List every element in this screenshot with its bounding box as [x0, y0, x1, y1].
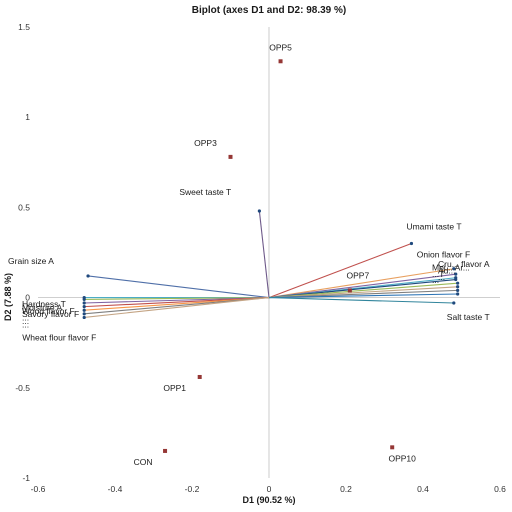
observation-label: OPP1	[163, 383, 186, 393]
observation-label: OPP7	[347, 270, 370, 280]
variable-label: Salt taste T	[447, 312, 490, 322]
x-tick-label: 0.4	[417, 484, 429, 494]
y-tick-label: -0.5	[15, 383, 30, 393]
variable-label: Onion flavor F	[417, 250, 470, 260]
variable-vector	[268, 286, 458, 299]
observation-label: OPP5	[269, 42, 292, 52]
variable-endpoint	[454, 272, 458, 276]
observation-label: OPP3	[194, 138, 217, 148]
observation-point	[347, 288, 352, 293]
variable-vector	[84, 297, 270, 315]
variable-endpoint	[456, 281, 460, 285]
observation-point	[163, 448, 168, 453]
variable-endpoint	[82, 308, 86, 312]
x-tick-label: -0.4	[108, 484, 123, 494]
variable-vectors	[82, 209, 460, 320]
variable-endpoint	[82, 301, 86, 305]
observation-label: OPP10	[388, 453, 416, 463]
observation-point	[197, 374, 202, 379]
observation-point	[278, 59, 283, 64]
overlapping-variable-label: ...	[22, 316, 29, 326]
variable-vector	[84, 297, 270, 300]
variable-label: Grain size A	[8, 256, 54, 266]
overlapping-variable-label: ...	[432, 275, 439, 285]
overlapping-variable-label: Savory flavor F	[22, 309, 79, 319]
overlapping-variable-label: Ad...	[438, 266, 455, 276]
x-tick-label: -0.2	[185, 484, 200, 494]
variable-endpoint	[82, 297, 86, 302]
x-tick-label: 0.2	[340, 484, 352, 494]
variable-endpoint	[456, 288, 460, 292]
x-tick-label: 0	[267, 484, 272, 494]
axes: -0.6 -0.4 -0.2 0 0.2 0.4 0.6 -1 -0.5 0 0.5 1 1.5	[15, 22, 506, 494]
variable-vector	[84, 297, 270, 308]
y-tick-label: 0	[25, 293, 30, 303]
variable-vector	[268, 282, 458, 299]
variable-vector	[84, 297, 270, 304]
x-tick-label: 0.6	[494, 484, 506, 494]
variable-vector	[84, 297, 270, 311]
variable-vector	[268, 273, 456, 299]
observation-points: OPP5 OPP3 OPP7 OPP1 CON OPP10	[134, 42, 417, 467]
variable-vector	[87, 275, 270, 299]
overlapping-variable-label: Hardness T	[22, 299, 66, 309]
variable-endpoint	[82, 305, 86, 309]
variable-endpoint	[257, 209, 261, 213]
variable-endpoint	[452, 267, 456, 271]
overlapping-variable-label: Moi... Ar...	[432, 262, 470, 272]
y-axis-title: D2 (7.88 %)	[3, 273, 13, 321]
y-tick-label: 1.5	[18, 22, 30, 32]
y-tick-label: 1	[25, 112, 30, 122]
overlapping-variable-label: Wood flavor F	[22, 306, 75, 316]
variable-vector	[268, 289, 458, 299]
overlapping-variable-label: Cru... flavor A	[438, 259, 490, 269]
chart-title: Biplot (axes D1 and D2: 98.39 %)	[192, 5, 347, 16]
variable-vector	[268, 297, 454, 304]
x-tick-label: -0.6	[31, 484, 46, 494]
variable-vector	[268, 242, 412, 299]
observation-label: CON	[134, 457, 153, 467]
overlapping-variable-label: ...	[22, 313, 29, 323]
variable-vector	[268, 293, 458, 299]
y-tick-label: -1	[22, 473, 30, 483]
overlapping-variable-label: ...	[438, 272, 445, 282]
variable-label: Umami taste T	[406, 221, 461, 231]
observation-point	[228, 154, 233, 159]
variable-endpoint	[86, 274, 90, 278]
variable-labels: Sweet taste T Umami taste T Onion flavor F…	[8, 187, 490, 342]
variable-vector	[84, 297, 270, 318]
overlapping-variable-label: Moisture A	[22, 302, 62, 312]
variable-endpoint	[82, 315, 86, 320]
y-tick-label: 0.5	[18, 202, 30, 212]
variable-endpoint	[452, 301, 456, 305]
overlapping-variable-label: ...	[22, 319, 29, 329]
variable-endpoint	[456, 285, 460, 289]
observation-point	[390, 445, 395, 450]
variable-endpoint	[456, 292, 460, 296]
variable-vector	[268, 268, 454, 299]
variable-endpoint	[454, 277, 458, 282]
x-axis-title: D1 (90.52 %)	[242, 495, 295, 505]
variable-label: Sweet taste T	[179, 187, 231, 197]
overlapping-variable-label: ...T	[432, 269, 444, 279]
variable-label: Wheat flour flavor F	[22, 332, 96, 342]
variable-vector	[258, 210, 270, 298]
variable-endpoint	[409, 241, 414, 246]
variable-vector	[268, 279, 456, 299]
variable-endpoint	[82, 312, 86, 316]
